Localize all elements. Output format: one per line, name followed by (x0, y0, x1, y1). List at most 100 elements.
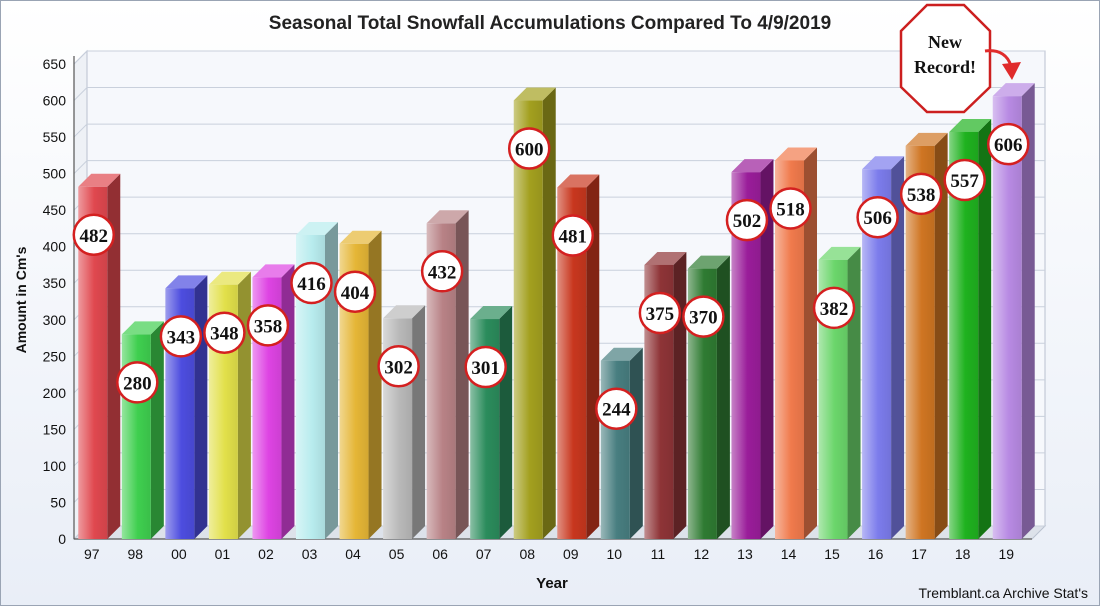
bar-side-14 (804, 147, 817, 539)
x-tick-label: 16 (868, 546, 884, 562)
x-tick-label: 15 (824, 546, 840, 562)
gridline-side (73, 123, 88, 138)
data-label-bubble (464, 345, 507, 389)
bar-side-16 (891, 156, 905, 539)
data-label-bubble (507, 127, 551, 170)
bar-top-13 (731, 159, 774, 173)
bar-side-10 (629, 347, 643, 539)
data-label: 370 (689, 308, 718, 329)
bar-side-05 (412, 305, 426, 539)
bar-side-18 (978, 118, 992, 539)
bar-top-15 (818, 246, 861, 260)
y-tick-label: 500 (43, 166, 67, 182)
x-tick-label: 05 (389, 546, 405, 562)
bar-side-00 (194, 275, 208, 539)
x-axis-label: Year (536, 575, 568, 592)
record-arrowhead (1002, 62, 1021, 80)
data-label: 538 (907, 185, 936, 206)
data-label: 343 (167, 327, 196, 348)
x-tick-label: 12 (694, 546, 710, 562)
data-label-bubble (725, 198, 769, 242)
data-label: 280 (123, 373, 152, 394)
bar-side-01 (237, 271, 251, 539)
data-label: 244 (602, 400, 631, 421)
bar-top-16 (862, 156, 905, 170)
data-label: 506 (863, 208, 892, 229)
data-label-bubble (595, 387, 638, 430)
bar-side-03 (325, 222, 338, 539)
bar-top-04 (339, 230, 382, 244)
data-label: 502 (733, 211, 762, 232)
bar-top-97 (78, 173, 121, 187)
bar-top-12 (687, 255, 730, 269)
data-label-bubble (856, 195, 899, 239)
data-label: 600 (515, 140, 544, 161)
y-tick-label: 250 (43, 348, 67, 364)
bar-side-08 (542, 87, 556, 540)
y-tick-label: 100 (43, 458, 67, 474)
data-label: 404 (341, 283, 370, 304)
data-label-bubble (159, 315, 203, 358)
data-label: 557 (950, 171, 979, 192)
bar-side-09 (586, 174, 600, 539)
y-tick-label: 0 (58, 531, 66, 547)
y-tick-label: 350 (43, 275, 67, 291)
bar-top-03 (296, 222, 338, 235)
x-tick-label: 18 (955, 546, 971, 562)
data-label: 375 (646, 304, 675, 325)
bar-side-97 (107, 173, 121, 539)
y-tick-label: 600 (43, 93, 67, 109)
new-record-callout: New Record! (899, 3, 1021, 114)
data-label: 432 (428, 262, 457, 283)
y-tick-label: 50 (50, 494, 66, 510)
bar-top-11 (644, 251, 687, 265)
data-label: 302 (384, 357, 413, 378)
bar-10 (600, 360, 630, 539)
bar-side-17 (934, 132, 948, 539)
data-label-bubble (551, 214, 595, 257)
x-tick-label: 10 (607, 546, 623, 562)
bar-08 (513, 100, 543, 540)
bar-top-02 (252, 264, 295, 278)
gridline-side (73, 87, 88, 101)
x-tick-label: 00 (171, 546, 187, 562)
data-label-bubble (377, 345, 420, 388)
x-tick-label: 07 (476, 546, 492, 562)
bar-top-10 (600, 347, 643, 361)
record-text-line1: New (928, 32, 962, 52)
record-octagon (899, 3, 992, 114)
bar-side-07 (499, 306, 513, 539)
bar-side-19 (1021, 83, 1035, 540)
data-label-bubble (246, 304, 290, 347)
bar-side-02 (281, 264, 295, 539)
bar-top-01 (208, 271, 251, 285)
data-label-bubble (943, 158, 986, 202)
bar-top-98 (121, 321, 164, 335)
x-tick-label: 17 (911, 546, 927, 562)
x-tick-label: 19 (998, 546, 1014, 562)
y-tick-label: 650 (43, 56, 67, 72)
y-tick-label: 550 (43, 129, 67, 145)
bar-19 (992, 96, 1022, 540)
y-axis-label: Amount in Cm's (13, 246, 29, 353)
x-tick-label: 01 (215, 546, 231, 562)
bar-top-19 (992, 83, 1035, 97)
gridline-side (73, 160, 88, 174)
bar-side-04 (368, 230, 382, 539)
bar-side-11 (673, 251, 687, 539)
data-label-bubble (333, 270, 377, 314)
data-label-bubble (812, 286, 856, 330)
bar-side-13 (760, 159, 774, 539)
data-label: 348 (210, 324, 239, 345)
x-tick-label: 06 (432, 546, 448, 562)
x-tick-label: 97 (84, 546, 100, 562)
data-label: 382 (820, 299, 849, 320)
data-label: 518 (776, 199, 805, 220)
data-label-bubble (986, 122, 1030, 166)
x-tick-label: 04 (345, 546, 361, 562)
data-label-bubble (638, 291, 682, 335)
data-label: 482 (80, 226, 109, 247)
chart-title: Seasonal Total Snowfall Accumulations Co… (269, 13, 831, 34)
x-tick-label: 03 (302, 546, 318, 562)
x-tick-label: 13 (737, 546, 753, 562)
